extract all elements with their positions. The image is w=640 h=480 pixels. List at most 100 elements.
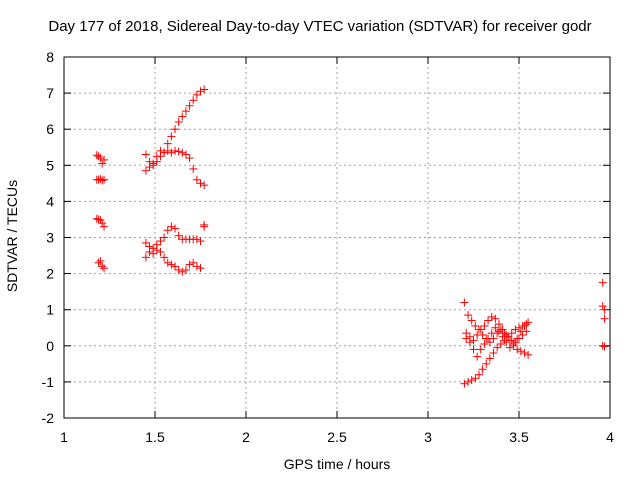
y-tick-label: 4 — [46, 193, 54, 209]
data-point — [178, 148, 187, 157]
data-point — [491, 323, 500, 332]
data-point — [181, 107, 190, 116]
data-point — [511, 325, 520, 334]
data-point — [156, 237, 165, 246]
x-tick-label: 1.5 — [145, 429, 165, 445]
data-point — [196, 87, 205, 96]
data-point — [160, 253, 169, 262]
data-point — [100, 155, 109, 164]
data-point — [171, 125, 180, 134]
data-point — [160, 148, 169, 157]
data-point — [511, 338, 520, 347]
data-point — [478, 365, 487, 374]
data-point — [98, 159, 107, 168]
data-point — [516, 327, 525, 336]
data-point — [167, 148, 176, 157]
data-point — [598, 302, 607, 311]
data-point — [174, 231, 183, 240]
data-point — [469, 336, 478, 345]
data-point — [167, 222, 176, 231]
data-point — [200, 181, 209, 190]
x-tick-label: 1 — [60, 429, 68, 445]
data-point — [476, 325, 485, 334]
data-point — [141, 150, 150, 159]
y-tick-label: 2 — [46, 266, 54, 282]
data-point — [163, 139, 172, 148]
data-point — [600, 314, 609, 323]
data-point — [520, 321, 529, 330]
data-point — [189, 258, 198, 267]
x-tick-label: 2 — [242, 429, 250, 445]
y-axis-label: SDTVAR / TECUs — [4, 179, 20, 293]
data-point — [171, 146, 180, 155]
data-point — [100, 175, 109, 184]
data-point — [192, 175, 201, 184]
data-point — [520, 349, 529, 358]
data-point — [185, 154, 194, 163]
data-point — [518, 330, 527, 339]
plot-frame — [63, 56, 611, 419]
data-point — [96, 175, 105, 184]
data-point — [524, 318, 533, 327]
data-point — [600, 305, 609, 314]
data-point — [141, 166, 150, 175]
data-points — [92, 85, 609, 388]
data-point — [94, 215, 103, 224]
data-point — [464, 377, 473, 386]
data-point — [163, 146, 172, 155]
data-point — [473, 352, 482, 361]
data-point — [185, 260, 194, 269]
data-point — [467, 316, 476, 325]
data-point — [498, 332, 507, 341]
data-point — [181, 265, 190, 274]
y-tick-label: -1 — [42, 374, 55, 390]
data-point — [460, 379, 469, 388]
data-point — [167, 132, 176, 141]
data-point — [94, 258, 103, 267]
data-point — [96, 154, 105, 163]
y-tick-label: 3 — [46, 230, 54, 246]
x-axis-label: GPS time / hours — [283, 456, 391, 472]
data-point — [100, 264, 109, 273]
data-point — [171, 262, 180, 271]
data-point — [598, 278, 607, 287]
data-point — [192, 235, 201, 244]
data-point — [485, 354, 494, 363]
data-point — [196, 179, 205, 188]
data-point — [156, 247, 165, 256]
data-point — [174, 147, 183, 156]
data-point — [465, 338, 474, 347]
data-point — [181, 150, 190, 159]
data-point — [145, 247, 154, 256]
x-tick-label: 2.5 — [327, 429, 347, 445]
data-point — [98, 176, 107, 185]
data-point — [500, 329, 509, 338]
data-point — [174, 265, 183, 274]
data-point — [502, 330, 511, 339]
y-tick-label: 5 — [46, 157, 54, 173]
data-point — [196, 237, 205, 246]
data-point — [174, 117, 183, 126]
data-point — [167, 260, 176, 269]
data-point — [171, 224, 180, 233]
data-point — [145, 157, 154, 166]
data-point — [189, 96, 198, 105]
data-point — [484, 334, 493, 343]
data-point — [92, 214, 101, 223]
y-tick-label: 6 — [46, 121, 54, 137]
data-point — [484, 316, 493, 325]
data-point — [200, 85, 209, 94]
data-point — [494, 327, 503, 336]
data-point — [141, 238, 150, 247]
data-point — [509, 339, 518, 348]
data-point — [502, 338, 511, 347]
data-point — [480, 339, 489, 348]
data-point — [192, 262, 201, 271]
data-point — [200, 222, 209, 231]
axis-ticks: 1 1.5 2 2.5 3 3.5 4 -2 -1 0 1 2 3 4 5 6 7 8 — [42, 49, 615, 445]
y-tick-label: 0 — [46, 338, 54, 354]
y-tick-label: 7 — [46, 85, 54, 101]
data-point — [494, 320, 503, 329]
data-point — [160, 233, 169, 242]
